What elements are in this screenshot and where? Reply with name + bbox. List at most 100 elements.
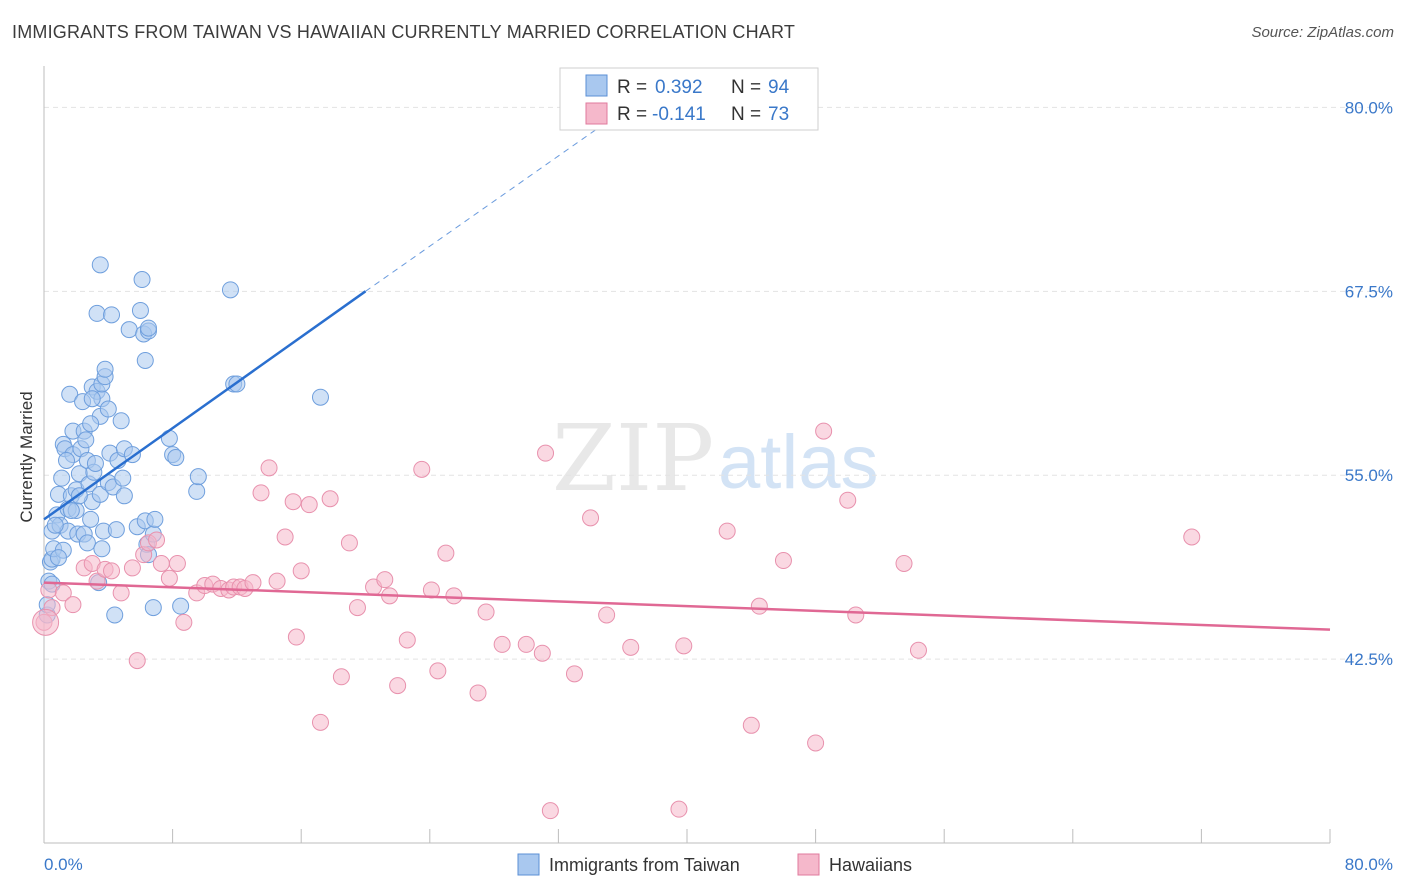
bottom-legend-swatch-taiwan — [517, 853, 540, 876]
data-point — [120, 321, 138, 339]
trend-line-hawaiians — [43, 581, 1331, 631]
data-point — [622, 638, 640, 656]
data-point — [300, 496, 318, 514]
data-point — [276, 528, 294, 546]
data-point — [477, 603, 495, 621]
trend-lines — [43, 121, 1331, 631]
data-point — [909, 641, 927, 659]
legend-n-value-taiwan: 94 — [768, 77, 790, 98]
y-axis-label: Currently Married — [17, 391, 36, 522]
data-point — [287, 628, 305, 646]
data-point — [284, 493, 302, 511]
data-point — [58, 452, 76, 469]
data-point — [268, 572, 286, 590]
data-point — [99, 400, 117, 418]
x-tick-label-min: 0.0% — [44, 855, 83, 874]
y-tick-label: 80.0% — [1345, 98, 1393, 117]
data-point — [54, 584, 72, 602]
data-point — [46, 516, 64, 534]
data-point — [112, 412, 130, 430]
data-point — [83, 390, 101, 408]
data-point — [32, 608, 60, 636]
data-point — [88, 304, 106, 322]
data-point — [49, 549, 67, 567]
data-point — [93, 540, 111, 558]
data-point — [112, 584, 130, 602]
data-point — [82, 510, 100, 528]
data-point — [82, 415, 100, 433]
data-point — [398, 631, 416, 649]
legend-swatch-taiwan — [585, 74, 608, 97]
data-point — [139, 319, 157, 337]
legend-r-label-hawaiians: R = — [617, 104, 647, 125]
data-point — [413, 460, 431, 478]
legend-n-label-taiwan: N = — [731, 77, 761, 98]
data-point — [292, 562, 310, 580]
legend-r-label-taiwan: R = — [617, 77, 647, 98]
data-point — [469, 684, 487, 702]
data-point — [189, 468, 207, 486]
data-point — [839, 491, 857, 509]
data-point — [321, 490, 339, 508]
data-point — [103, 306, 121, 324]
legend-r-value-hawaiians: -0.141 — [652, 104, 706, 125]
data-point — [895, 554, 913, 572]
tick-labels: 42.5% 55.0% 67.5% 80.0% 0.0% 80.0% — [44, 98, 1393, 874]
series-hawaiians-points — [32, 422, 1201, 820]
data-point — [188, 482, 206, 500]
y-tick-label: 55.0% — [1345, 466, 1393, 485]
data-point — [91, 256, 109, 274]
data-point — [144, 599, 162, 617]
data-point — [437, 544, 455, 562]
y-tick-label: 42.5% — [1345, 650, 1393, 669]
watermark-zip: ZIP — [552, 405, 714, 512]
bottom-legend-label-taiwan: Immigrants from Taiwan — [549, 855, 740, 875]
y-tick-label: 67.5% — [1345, 282, 1393, 301]
data-point — [311, 713, 329, 731]
data-point — [670, 800, 688, 818]
data-point — [168, 554, 186, 572]
bottom-legend-label-hawaiians: Hawaiians — [829, 855, 912, 875]
data-point — [774, 552, 792, 570]
data-point — [598, 606, 616, 624]
data-point — [260, 459, 278, 477]
data-point — [160, 429, 178, 447]
chart-title: IMMIGRANTS FROM TAIWAN VS HAWAIIAN CURRE… — [12, 22, 796, 42]
data-point — [131, 301, 149, 319]
data-point — [78, 534, 96, 552]
data-point — [172, 597, 190, 615]
data-point — [160, 569, 178, 587]
data-point — [582, 509, 600, 527]
data-point — [115, 487, 133, 505]
data-point — [565, 665, 583, 683]
data-point — [64, 596, 82, 614]
data-point — [61, 385, 79, 403]
grid-lines — [44, 106, 1392, 660]
data-point — [533, 644, 551, 662]
data-point — [807, 734, 825, 752]
legend-n-label-hawaiians: N = — [731, 104, 761, 125]
data-point — [541, 802, 559, 820]
series-taiwan-points — [38, 256, 329, 624]
axes — [43, 66, 1331, 844]
data-point — [146, 510, 164, 528]
data-point — [718, 522, 736, 540]
data-point — [77, 431, 95, 449]
data-point — [114, 469, 132, 487]
data-point — [106, 606, 124, 624]
data-point — [40, 581, 58, 599]
bottom-legend-swatch-hawaiians — [797, 853, 820, 876]
data-point — [133, 271, 151, 289]
stats-legend: R = 0.392 N = 94 R = -0.141 N = 73 — [559, 67, 819, 131]
data-point — [221, 281, 239, 299]
data-point — [376, 571, 394, 589]
data-point — [86, 454, 104, 472]
data-point — [340, 534, 358, 552]
data-point — [128, 652, 146, 670]
legend-n-value-hawaiians: 73 — [768, 104, 789, 125]
data-point — [1183, 528, 1201, 546]
data-point — [62, 502, 80, 520]
data-point — [252, 484, 270, 502]
data-point — [815, 422, 833, 440]
